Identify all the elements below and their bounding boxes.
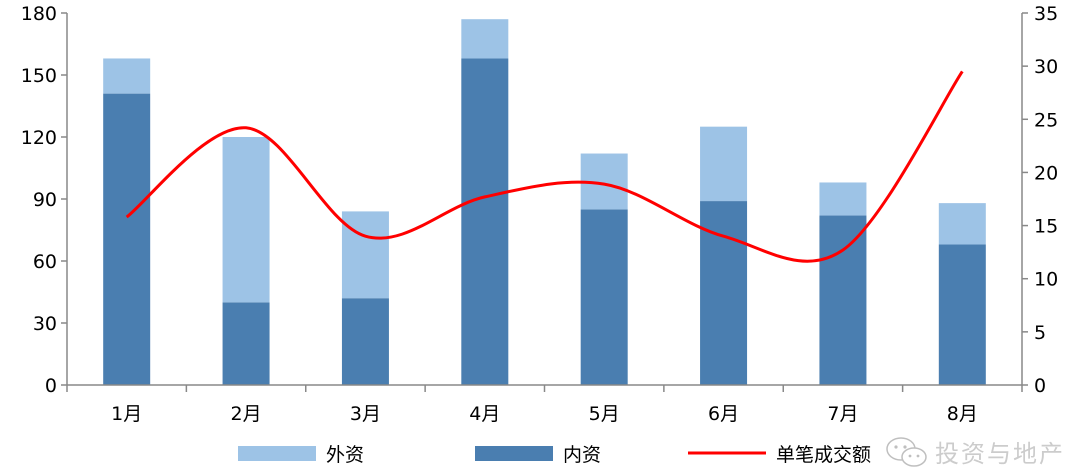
y-tick-label: 60 — [33, 251, 57, 273]
y-tick-label: 120 — [21, 127, 57, 149]
bar-outer-2 — [222, 137, 270, 303]
wechat-icon — [886, 436, 927, 467]
x-tick-label: 4月 — [469, 403, 500, 425]
bar-outer-4 — [461, 19, 509, 59]
watermark: 投资与地产 — [885, 434, 1065, 469]
x-tick-label: 6月 — [708, 403, 739, 425]
legend-outer-swatch — [238, 446, 316, 461]
y2-tick-label: 25 — [1034, 109, 1058, 131]
bar-outer-3 — [341, 211, 389, 299]
y2-tick-label: 30 — [1034, 56, 1058, 78]
legend-outer-label: 外资 — [326, 444, 364, 466]
bar-inner-3 — [341, 298, 389, 385]
bar-outer-6 — [700, 126, 748, 202]
bar-inner-6 — [700, 201, 748, 385]
legend-inner-label: 内资 — [563, 444, 601, 466]
x-tick-label: 3月 — [350, 403, 381, 425]
y-tick-label: 150 — [21, 65, 57, 87]
y-tick-label: 180 — [21, 3, 57, 25]
y-tick-label: 90 — [33, 189, 57, 211]
y-tick-label: 30 — [33, 313, 57, 335]
y-tick-label: 0 — [45, 375, 57, 397]
x-tick-label: 1月 — [111, 403, 142, 425]
y2-tick-label: 35 — [1034, 3, 1058, 25]
y2-tick-label: 15 — [1034, 216, 1058, 238]
bar-inner-2 — [222, 302, 270, 385]
x-tick-label: 7月 — [827, 403, 858, 425]
bar-outer-7 — [819, 182, 867, 216]
line-series — [125, 70, 964, 263]
bar-outer-1 — [103, 58, 151, 94]
y2-tick-label: 5 — [1034, 322, 1046, 344]
legend-line-label: 单笔成交额 — [776, 444, 871, 466]
y2-tick-label: 10 — [1034, 269, 1058, 291]
legend-inner-swatch — [475, 446, 553, 461]
bar-inner-4 — [461, 58, 509, 385]
bar-inner-5 — [580, 209, 628, 385]
watermark-text: 投资与地产 — [935, 440, 1065, 468]
x-tick-label: 2月 — [231, 403, 262, 425]
bar-inner-8 — [938, 244, 986, 385]
y2-tick-label: 20 — [1034, 162, 1058, 184]
x-tick-label: 5月 — [589, 403, 620, 425]
bar-inner-1 — [103, 93, 151, 385]
y2-tick-label: 0 — [1034, 375, 1046, 397]
x-tick-label: 8月 — [947, 403, 978, 425]
bar-inner-7 — [819, 215, 867, 385]
bar-outer-8 — [938, 203, 986, 245]
